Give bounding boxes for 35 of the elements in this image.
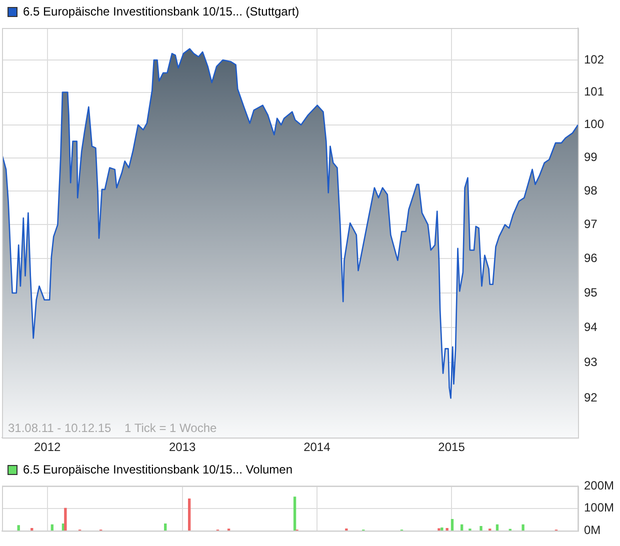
bar: [64, 508, 67, 531]
bar: [164, 524, 167, 531]
x-tick-label: 2012: [34, 440, 62, 454]
bar: [438, 528, 440, 531]
y-tick-label: 96: [584, 250, 598, 265]
y-tick-label: 101: [584, 84, 604, 99]
annotation: 31.08.11 - 10.12.15 1 Tick = 1 Woche: [8, 420, 218, 435]
x-tick-label: 2015: [438, 440, 466, 454]
y-tick-label: 0M: [584, 523, 601, 538]
y-tick-label: 95: [584, 285, 598, 300]
legend-label: 6.5 Europäische Investitionsbank 10/15... Volumen: [23, 462, 293, 476]
x-tick-label: 2014: [304, 440, 331, 454]
y-tick-label: 100: [584, 117, 604, 132]
y-tick-label: 99: [584, 150, 598, 164]
y-tick-label: 102: [584, 52, 604, 66]
y-tick-label: 98: [584, 183, 598, 198]
y-tick-label: 94: [584, 320, 598, 334]
y-tick-label: 93: [584, 355, 598, 370]
y-tick-label: 200M: [584, 478, 614, 492]
bar: [50, 524, 54, 531]
y-tick-label: 92: [584, 390, 598, 404]
bar: [345, 528, 348, 531]
legend-label: 6.5 Europäische Investitionsbank 10/15... (Stuttgart): [23, 4, 300, 18]
bar: [480, 526, 482, 531]
bar: [522, 524, 524, 531]
bar: [460, 524, 464, 531]
y-tick-label: 97: [584, 217, 598, 232]
bar: [293, 496, 296, 531]
bar: [17, 525, 20, 531]
x-tick-label: 2013: [168, 440, 196, 454]
y-tick-label: 100M: [584, 500, 614, 515]
bar: [496, 524, 499, 531]
bar: [188, 498, 191, 531]
bar: [440, 528, 444, 531]
bar: [450, 519, 454, 531]
